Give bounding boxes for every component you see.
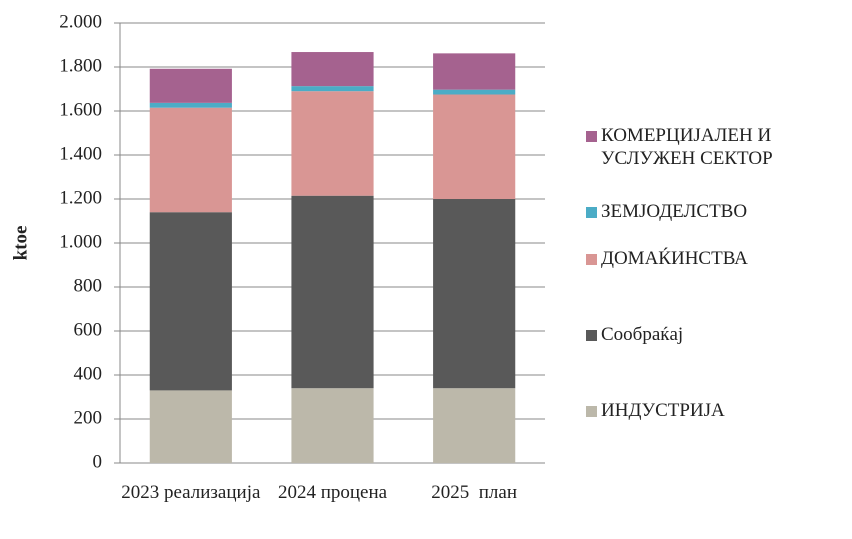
legend-item: ИНДУСТРИЈА [586,399,846,422]
bar-segment [433,199,516,389]
y-tick-label: 1.000 [59,231,102,252]
legend-swatch [586,131,597,142]
legend-swatch [586,330,597,341]
y-tick-label: 1.800 [59,55,102,76]
bar-segment [149,212,232,391]
bar-segment [291,195,374,389]
x-tick-label: 2023 реализација [121,482,261,503]
legend-label: ДОМАЌИНСТВА [601,248,748,269]
y-axis-label: ktoe [10,226,31,261]
y-tick-label: 600 [74,319,103,340]
y-tick-label: 2.000 [59,11,102,32]
bar-segment [433,94,516,199]
y-tick-label: 1.200 [59,187,102,208]
bar-segment [433,388,516,463]
bar-segment [433,53,516,90]
bar-segment [149,68,232,103]
legend-item: КОМЕРЦИЈАЛЕН И УСЛУЖЕН СЕКТОР [586,124,846,170]
bar-segment [291,388,374,463]
x-tick-label: 2024 процена [277,482,388,503]
legend-swatch [586,207,597,218]
y-tick-label: 1.400 [59,143,102,164]
y-tick-label: 1.600 [59,99,102,120]
y-tick-label: 200 [74,407,103,428]
y-tick-label: 400 [74,363,103,384]
legend-swatch [586,254,597,265]
bar-segment [149,102,232,108]
y-tick-label: 800 [74,275,103,296]
legend-label: КОМЕРЦИЈАЛЕН И УСЛУЖЕН СЕКТОР [601,125,773,169]
legend-item: Сообраќај [586,323,846,346]
bar-segment [433,89,516,95]
legend-label: ИНДУСТРИЈА [601,400,725,421]
x-tick-label: 2025 план [431,482,518,503]
bar-segment [149,390,232,463]
legend-swatch [586,406,597,417]
bar-segment [149,107,232,213]
legend-label: ЗЕМЈОДЕЛСТВО [601,201,748,222]
legend-item: ДОМАЌИНСТВА [586,247,846,270]
bar-segment [291,86,374,92]
legend-item: ЗЕМЈОДЕЛСТВО [586,200,846,223]
bar-segment [291,91,374,196]
legend-label: Сообраќај [601,324,684,345]
y-tick-label: 0 [93,451,103,472]
bar-segment [291,52,374,87]
